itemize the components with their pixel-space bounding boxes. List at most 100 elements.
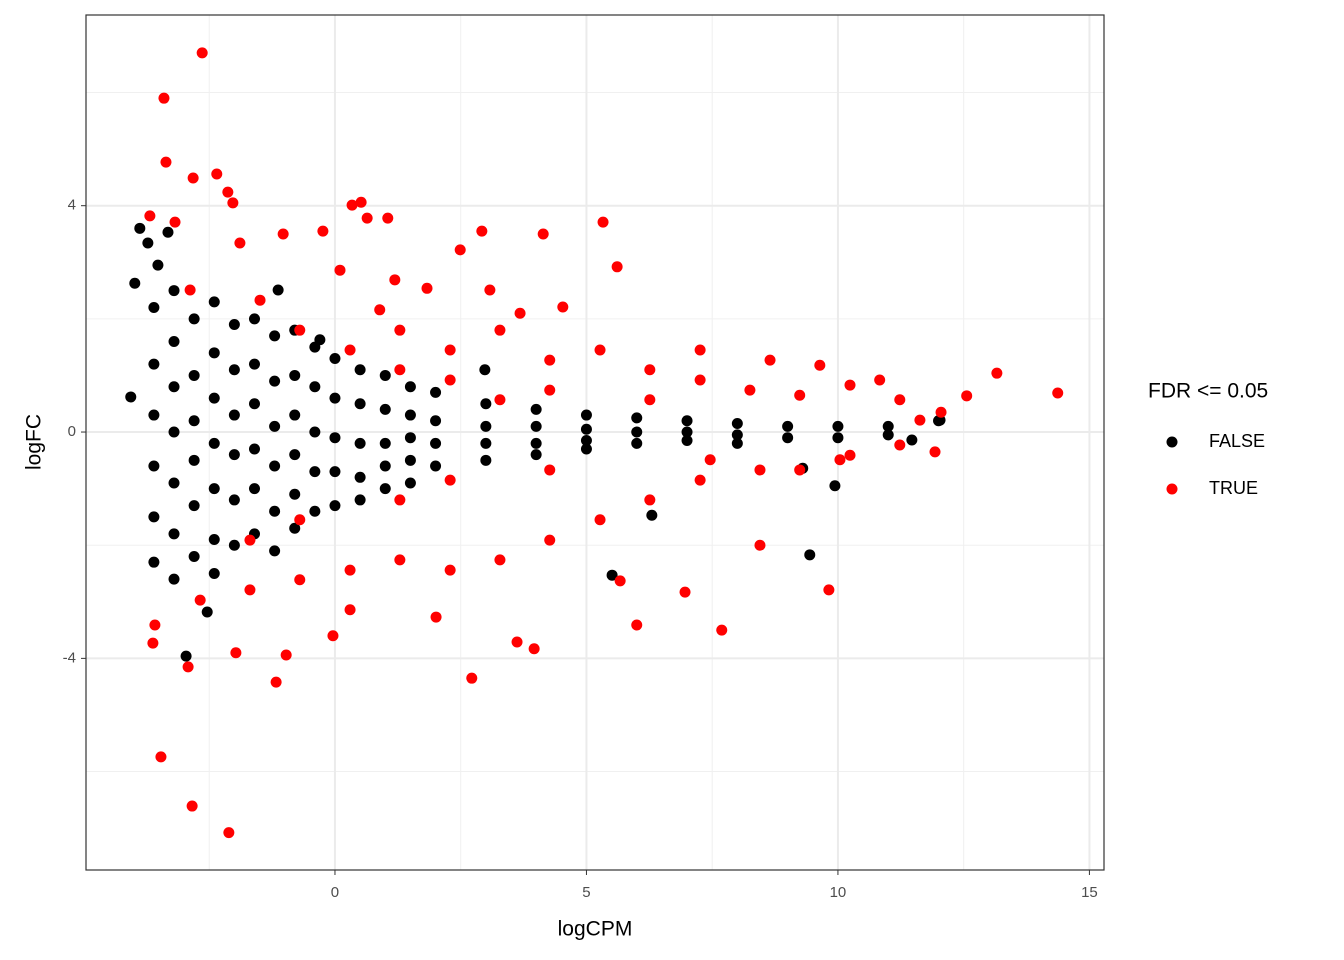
point [379, 437, 391, 449]
point [228, 539, 240, 551]
point [430, 437, 442, 449]
legend: FDR <= 0.05 FALSE TRUE [1148, 380, 1268, 498]
point [894, 439, 906, 451]
point [631, 437, 643, 449]
point [646, 509, 658, 521]
point [294, 324, 306, 336]
point [929, 446, 941, 458]
point [480, 398, 492, 410]
point [394, 554, 406, 566]
point [379, 403, 391, 415]
point [580, 409, 592, 421]
point [134, 222, 146, 234]
point [169, 216, 181, 228]
point [444, 474, 456, 486]
point [681, 415, 693, 427]
point [731, 437, 743, 449]
point [344, 604, 356, 616]
legend-label: TRUE [1209, 478, 1258, 498]
point [222, 186, 234, 198]
point [329, 466, 341, 478]
point [594, 514, 606, 526]
point [754, 464, 766, 476]
point [244, 534, 256, 546]
point [269, 505, 281, 517]
point [148, 511, 160, 523]
point [188, 313, 200, 325]
point [228, 494, 240, 506]
point [187, 172, 199, 184]
point [294, 514, 306, 526]
point [208, 296, 220, 308]
point [379, 483, 391, 495]
point [557, 301, 569, 313]
point [644, 494, 656, 506]
point [382, 212, 394, 224]
point [227, 197, 239, 209]
point [160, 156, 172, 168]
point [334, 264, 346, 276]
point [309, 466, 321, 478]
point [149, 619, 161, 631]
point [168, 477, 180, 489]
point [289, 409, 301, 421]
point [228, 409, 240, 421]
point [186, 800, 198, 812]
point [289, 488, 301, 500]
x-axis-title: logCPM [558, 918, 633, 941]
x-tick-label: 10 [830, 884, 847, 901]
point [479, 364, 491, 376]
grid [86, 15, 1104, 870]
point [234, 237, 246, 249]
point [142, 237, 154, 249]
point [829, 480, 841, 492]
point [194, 594, 206, 606]
point [180, 650, 192, 662]
point [289, 369, 301, 381]
point [404, 432, 416, 444]
legend-key [1166, 436, 1178, 448]
point [644, 364, 656, 376]
point [208, 483, 220, 495]
point [530, 403, 542, 415]
point [844, 449, 856, 461]
point [168, 335, 180, 347]
point [631, 426, 643, 438]
point [211, 168, 223, 180]
legend-label: FALSE [1209, 431, 1265, 451]
point [272, 284, 284, 296]
point [228, 319, 240, 331]
point [804, 549, 816, 561]
y-tick-label: -4 [63, 649, 76, 666]
point [329, 392, 341, 404]
point [882, 420, 894, 432]
point [480, 420, 492, 432]
x-tick-label: 15 [1081, 884, 1098, 901]
point [404, 477, 416, 489]
point [421, 282, 433, 294]
point [731, 429, 743, 441]
y-tick-label: 0 [68, 423, 76, 440]
point [329, 500, 341, 512]
point [744, 384, 756, 396]
point [329, 352, 341, 364]
point [354, 494, 366, 506]
point [614, 575, 626, 587]
point [454, 244, 466, 256]
point [394, 324, 406, 336]
point [269, 545, 281, 557]
point [597, 216, 609, 228]
point [168, 285, 180, 297]
point [430, 415, 442, 427]
point [754, 539, 766, 551]
point [782, 432, 794, 444]
point [430, 386, 442, 398]
point [148, 409, 160, 421]
point [679, 586, 691, 598]
legend-key [1166, 483, 1178, 495]
point [280, 649, 292, 661]
point [248, 483, 260, 495]
point [254, 294, 266, 306]
point [188, 369, 200, 381]
